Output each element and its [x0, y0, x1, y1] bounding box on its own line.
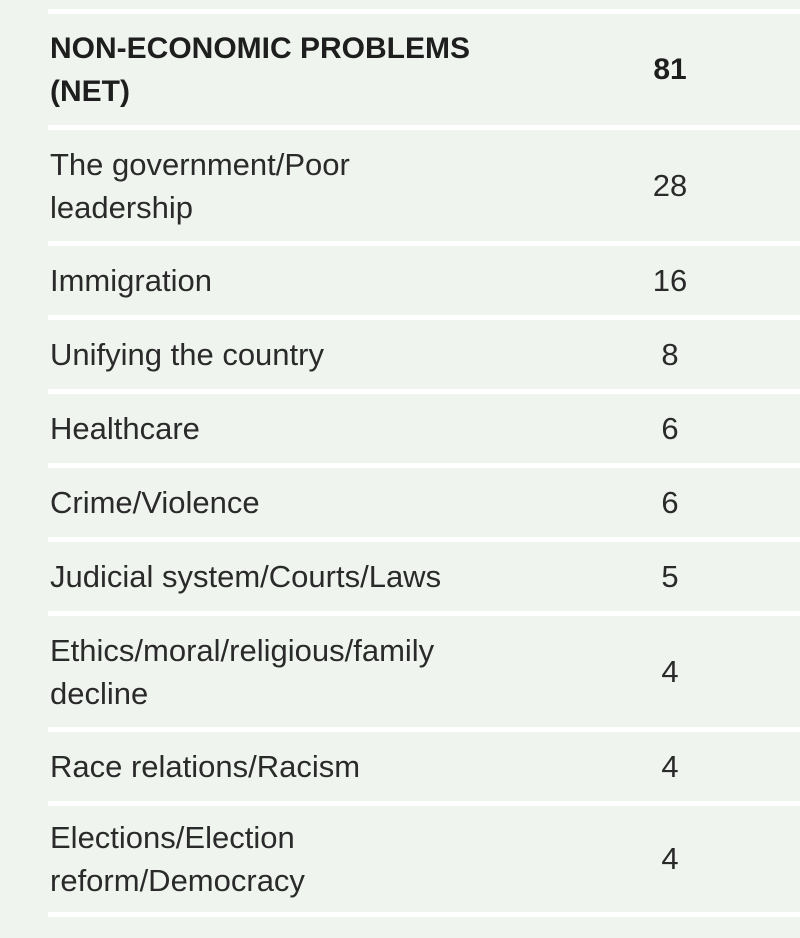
row-label: Immigration	[50, 263, 212, 298]
table-row-net: NON-ECONOMIC PROBLEMS (NET) 81	[48, 9, 800, 125]
row-value: 81	[653, 52, 687, 86]
problems-table: NON-ECONOMIC PROBLEMS (NET) 81 The gover…	[48, 9, 800, 917]
row-label: The government/Poor leadership	[50, 146, 350, 225]
table-row: Immigration 16	[48, 241, 800, 315]
row-label: Ethics/moral/religious/family decline	[50, 632, 435, 711]
row-label: Healthcare	[50, 411, 200, 446]
row-value: 4	[661, 748, 679, 784]
table-row: Unifying the country 8	[48, 315, 800, 389]
table-row: Race relations/Racism 4	[48, 727, 800, 801]
row-value: 5	[661, 558, 679, 594]
row-value: 4	[661, 653, 679, 689]
row-label: Crime/Violence	[50, 485, 260, 520]
row-label: Elections/Election reform/Democracy	[50, 820, 305, 898]
row-value: 28	[652, 167, 688, 203]
row-value: 16	[652, 262, 688, 298]
row-value: 6	[661, 484, 679, 520]
table-row: Crime/Violence 6	[48, 463, 800, 537]
row-label: Unifying the country	[50, 337, 324, 372]
table-row: Judicial system/Courts/Laws 5	[48, 537, 800, 611]
row-value: 6	[661, 410, 679, 446]
row-value: 4	[661, 841, 679, 876]
row-label: NON-ECONOMIC PROBLEMS (NET)	[50, 31, 470, 108]
table-row: Elections/Election reform/Democracy 4	[48, 801, 800, 917]
row-label: Judicial system/Courts/Laws	[50, 559, 442, 594]
row-label: Race relations/Racism	[50, 749, 361, 784]
table-row: The government/Poor leadership 28	[48, 125, 800, 241]
row-value: 8	[661, 336, 679, 372]
table-row: Ethics/moral/religious/family decline 4	[48, 611, 800, 727]
table-row: Healthcare 6	[48, 389, 800, 463]
